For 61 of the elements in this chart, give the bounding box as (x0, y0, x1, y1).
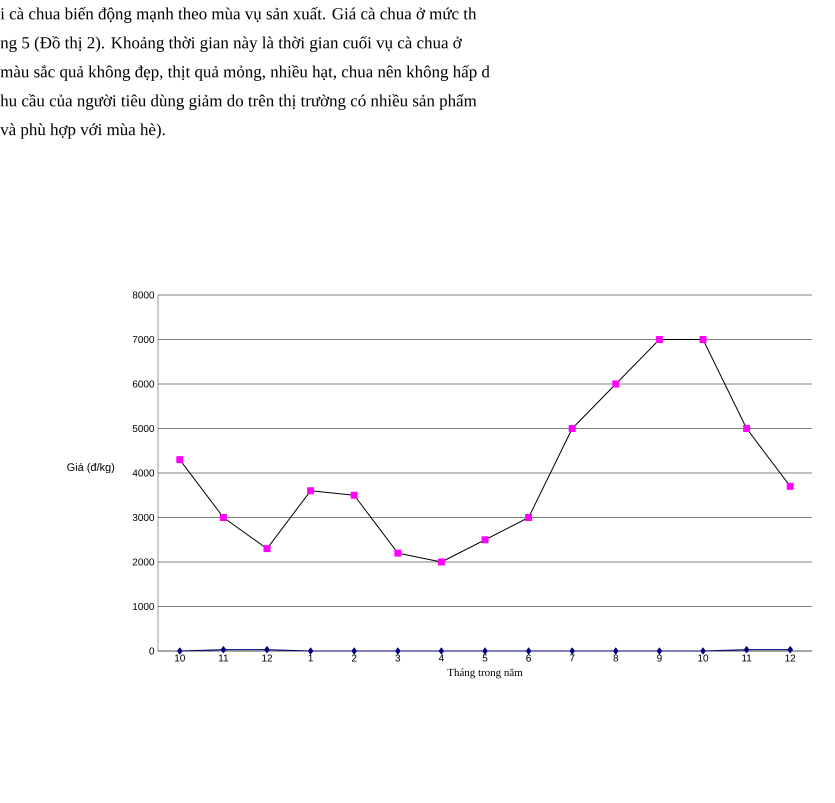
text: i cà chua biến động mạnh theo mùa vụ sản xuất. Giá cà chua ở mức th (0, 7, 476, 23)
point (308, 648, 314, 654)
x-tick-label: 8 (613, 654, 618, 662)
point (743, 425, 750, 432)
text: và phù hợp với mùa hè). (0, 123, 165, 139)
x-tick-label: 2 (352, 654, 356, 662)
x-tick-label: 12 (262, 654, 272, 662)
x-tick-label: 4 (438, 654, 444, 662)
x-tick-label: 1 (308, 654, 313, 662)
point (220, 514, 227, 521)
x-tick-label: 9 (657, 654, 662, 662)
text: màu sắc quả không đẹp, thịt quả mỏng, nhiều hạt, chua nên không hấp d (0, 65, 490, 81)
point (264, 646, 270, 654)
point (656, 648, 662, 654)
point (700, 648, 706, 654)
y-tick-label: 5000 (132, 424, 154, 432)
point (612, 380, 620, 388)
point (744, 646, 750, 654)
point (525, 514, 532, 521)
y-tick-label: 2000 (132, 558, 154, 566)
text: ng 5 (Đồ thị 2). Khoảng thời gian này là thời gian cuối vụ cà chua ở (0, 36, 462, 52)
point (482, 536, 489, 544)
point (656, 336, 663, 344)
point (700, 336, 707, 344)
point (307, 487, 314, 494)
x-tick-label: 7 (570, 654, 574, 662)
x-tick-label: 11 (742, 654, 752, 662)
x-tick-label: 5 (482, 654, 488, 662)
x-axis-title: Tháng trong năm (447, 668, 523, 678)
point (395, 648, 401, 654)
point (351, 648, 357, 654)
point (787, 646, 793, 654)
x-tick-label: 10 (175, 654, 185, 662)
point (350, 492, 358, 499)
point (613, 648, 619, 654)
x-tick-label: 12 (785, 654, 796, 662)
y-tick-label: 4000 (132, 469, 154, 477)
x-tick-label: 11 (218, 654, 228, 662)
x-tick-label: 6 (526, 654, 531, 662)
point (569, 648, 575, 654)
y-axis-title: Giá (đ/kg) (67, 462, 114, 474)
x-tick-label: 10 (698, 654, 708, 662)
point (438, 648, 444, 654)
y-tick-label: 1000 (133, 602, 154, 610)
y-tick-label: 8000 (132, 291, 154, 299)
y-tick-label: 3000 (132, 514, 154, 522)
point (438, 558, 445, 566)
point (264, 545, 271, 552)
text: hu cầu của người tiêu dùng giảm do trên thị trường có nhiều sản phẩm (0, 94, 477, 110)
point (786, 482, 794, 490)
point (177, 648, 183, 654)
point (220, 646, 226, 654)
point (176, 456, 184, 464)
x-tick-label: 3 (395, 654, 400, 662)
point (526, 648, 532, 654)
point (482, 648, 488, 654)
y-tick-label: 7000 (132, 336, 154, 344)
point (394, 550, 402, 557)
point (568, 425, 576, 432)
y-tick-label: 0 (149, 647, 154, 655)
y-tick-label: 6000 (132, 380, 154, 388)
